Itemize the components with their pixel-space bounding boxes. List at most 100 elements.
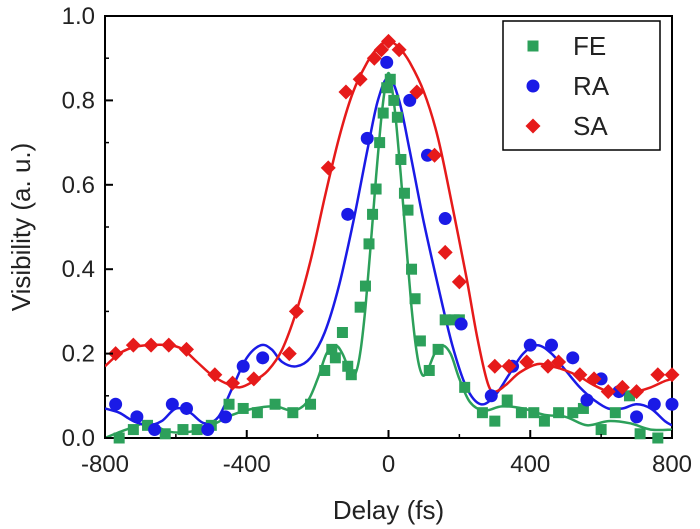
data-point-fe	[388, 94, 400, 106]
data-point-ra	[580, 393, 594, 407]
data-point-sa	[246, 371, 262, 387]
x-axis-label: Delay (fs)	[333, 495, 444, 525]
data-point-fe	[329, 352, 341, 364]
data-point-ra	[647, 397, 661, 411]
data-point-fe	[319, 364, 331, 376]
data-point-sa	[352, 71, 368, 87]
y-tick-label: 1.0	[62, 3, 95, 30]
y-axis-label: Visibility (a. u.)	[6, 143, 36, 312]
data-point-fe	[538, 415, 550, 427]
axis-ticks	[104, 15, 673, 439]
data-point-sa	[207, 367, 223, 383]
legend-marker-sa	[525, 118, 541, 134]
data-point-ra	[454, 317, 468, 331]
data-point-sa	[501, 358, 517, 374]
data-point-fe	[652, 432, 664, 444]
data-point-ra	[109, 397, 123, 411]
legend-label-sa: SA	[573, 111, 608, 141]
data-point-ra	[484, 389, 498, 403]
y-tick-label: 0.8	[62, 87, 95, 114]
data-point-fe	[191, 424, 203, 436]
data-point-sa	[650, 367, 666, 383]
data-point-fe	[595, 424, 607, 436]
data-point-fe	[398, 187, 410, 199]
data-point-sa	[366, 50, 382, 66]
legend-label-ra: RA	[573, 71, 610, 101]
data-point-ra	[165, 397, 179, 411]
data-point-fe	[459, 381, 471, 393]
data-point-ra	[236, 359, 250, 373]
data-point-ra	[218, 410, 232, 424]
data-point-sa	[161, 337, 177, 353]
data-point-sa	[572, 367, 588, 383]
data-point-sa	[664, 367, 680, 383]
data-point-sa	[551, 354, 567, 370]
data-point-fe	[439, 314, 451, 326]
data-point-fe	[476, 407, 488, 419]
legend-marker-ra	[526, 79, 540, 93]
y-tick-label: 0.6	[62, 172, 95, 199]
legend: FE RA SA	[502, 20, 661, 151]
data-point-fe	[409, 293, 421, 305]
data-point-ra	[360, 131, 374, 145]
data-point-fe	[402, 204, 414, 216]
data-point-ra	[438, 212, 452, 226]
data-point-fe	[432, 343, 444, 355]
data-point-sa	[143, 337, 159, 353]
data-point-sa	[600, 384, 616, 400]
data-point-fe	[489, 415, 501, 427]
data-point-ra	[130, 410, 144, 424]
data-point-fe	[326, 343, 338, 355]
data-point-fe	[367, 208, 379, 220]
data-point-fe	[370, 183, 382, 195]
data-point-fe	[342, 360, 354, 372]
data-point-ra	[201, 423, 215, 437]
data-point-fe	[177, 424, 189, 436]
data-point-sa	[614, 379, 630, 395]
data-point-fe	[237, 402, 249, 414]
data-point-sa	[487, 358, 503, 374]
y-tick-label: 0.4	[62, 256, 95, 283]
data-point-ra	[665, 397, 679, 411]
data-point-fe	[515, 407, 527, 419]
data-point-fe	[354, 301, 366, 313]
data-point-fe	[251, 407, 263, 419]
data-point-fe	[127, 424, 139, 436]
data-point-fe	[374, 137, 386, 149]
data-point-sa	[427, 147, 443, 163]
data-point-fe	[528, 407, 540, 419]
data-point-fe	[423, 364, 435, 376]
data-markers	[108, 33, 680, 444]
data-point-fe	[142, 419, 154, 431]
x-tick-label: 400	[510, 451, 550, 478]
data-point-sa	[373, 42, 389, 58]
data-point-fe	[623, 390, 635, 402]
data-point-sa	[437, 244, 453, 260]
data-point-fe	[391, 111, 403, 123]
data-point-sa	[225, 375, 241, 391]
data-point-sa	[125, 337, 141, 353]
data-point-ra	[180, 401, 194, 415]
data-point-fe	[287, 407, 299, 419]
data-point-sa	[391, 42, 407, 58]
data-point-sa	[281, 346, 297, 362]
data-point-sa	[451, 274, 467, 290]
data-point-fe	[269, 398, 281, 410]
data-point-sa	[586, 371, 602, 387]
data-point-ra	[148, 423, 162, 437]
data-point-fe	[159, 428, 171, 440]
y-tick-label: 0.2	[62, 341, 95, 368]
x-tick-label: 0	[382, 451, 395, 478]
data-point-fe	[634, 428, 646, 440]
y-tick-label: 0.0	[62, 425, 95, 452]
data-point-sa	[629, 384, 645, 400]
data-point-ra	[341, 207, 355, 221]
data-point-sa	[409, 84, 425, 100]
data-point-sa	[108, 346, 124, 362]
data-point-sa	[288, 303, 304, 319]
data-point-sa	[320, 160, 336, 176]
data-point-ra	[545, 338, 559, 352]
data-point-fe	[377, 107, 389, 119]
data-point-fe	[414, 335, 426, 347]
